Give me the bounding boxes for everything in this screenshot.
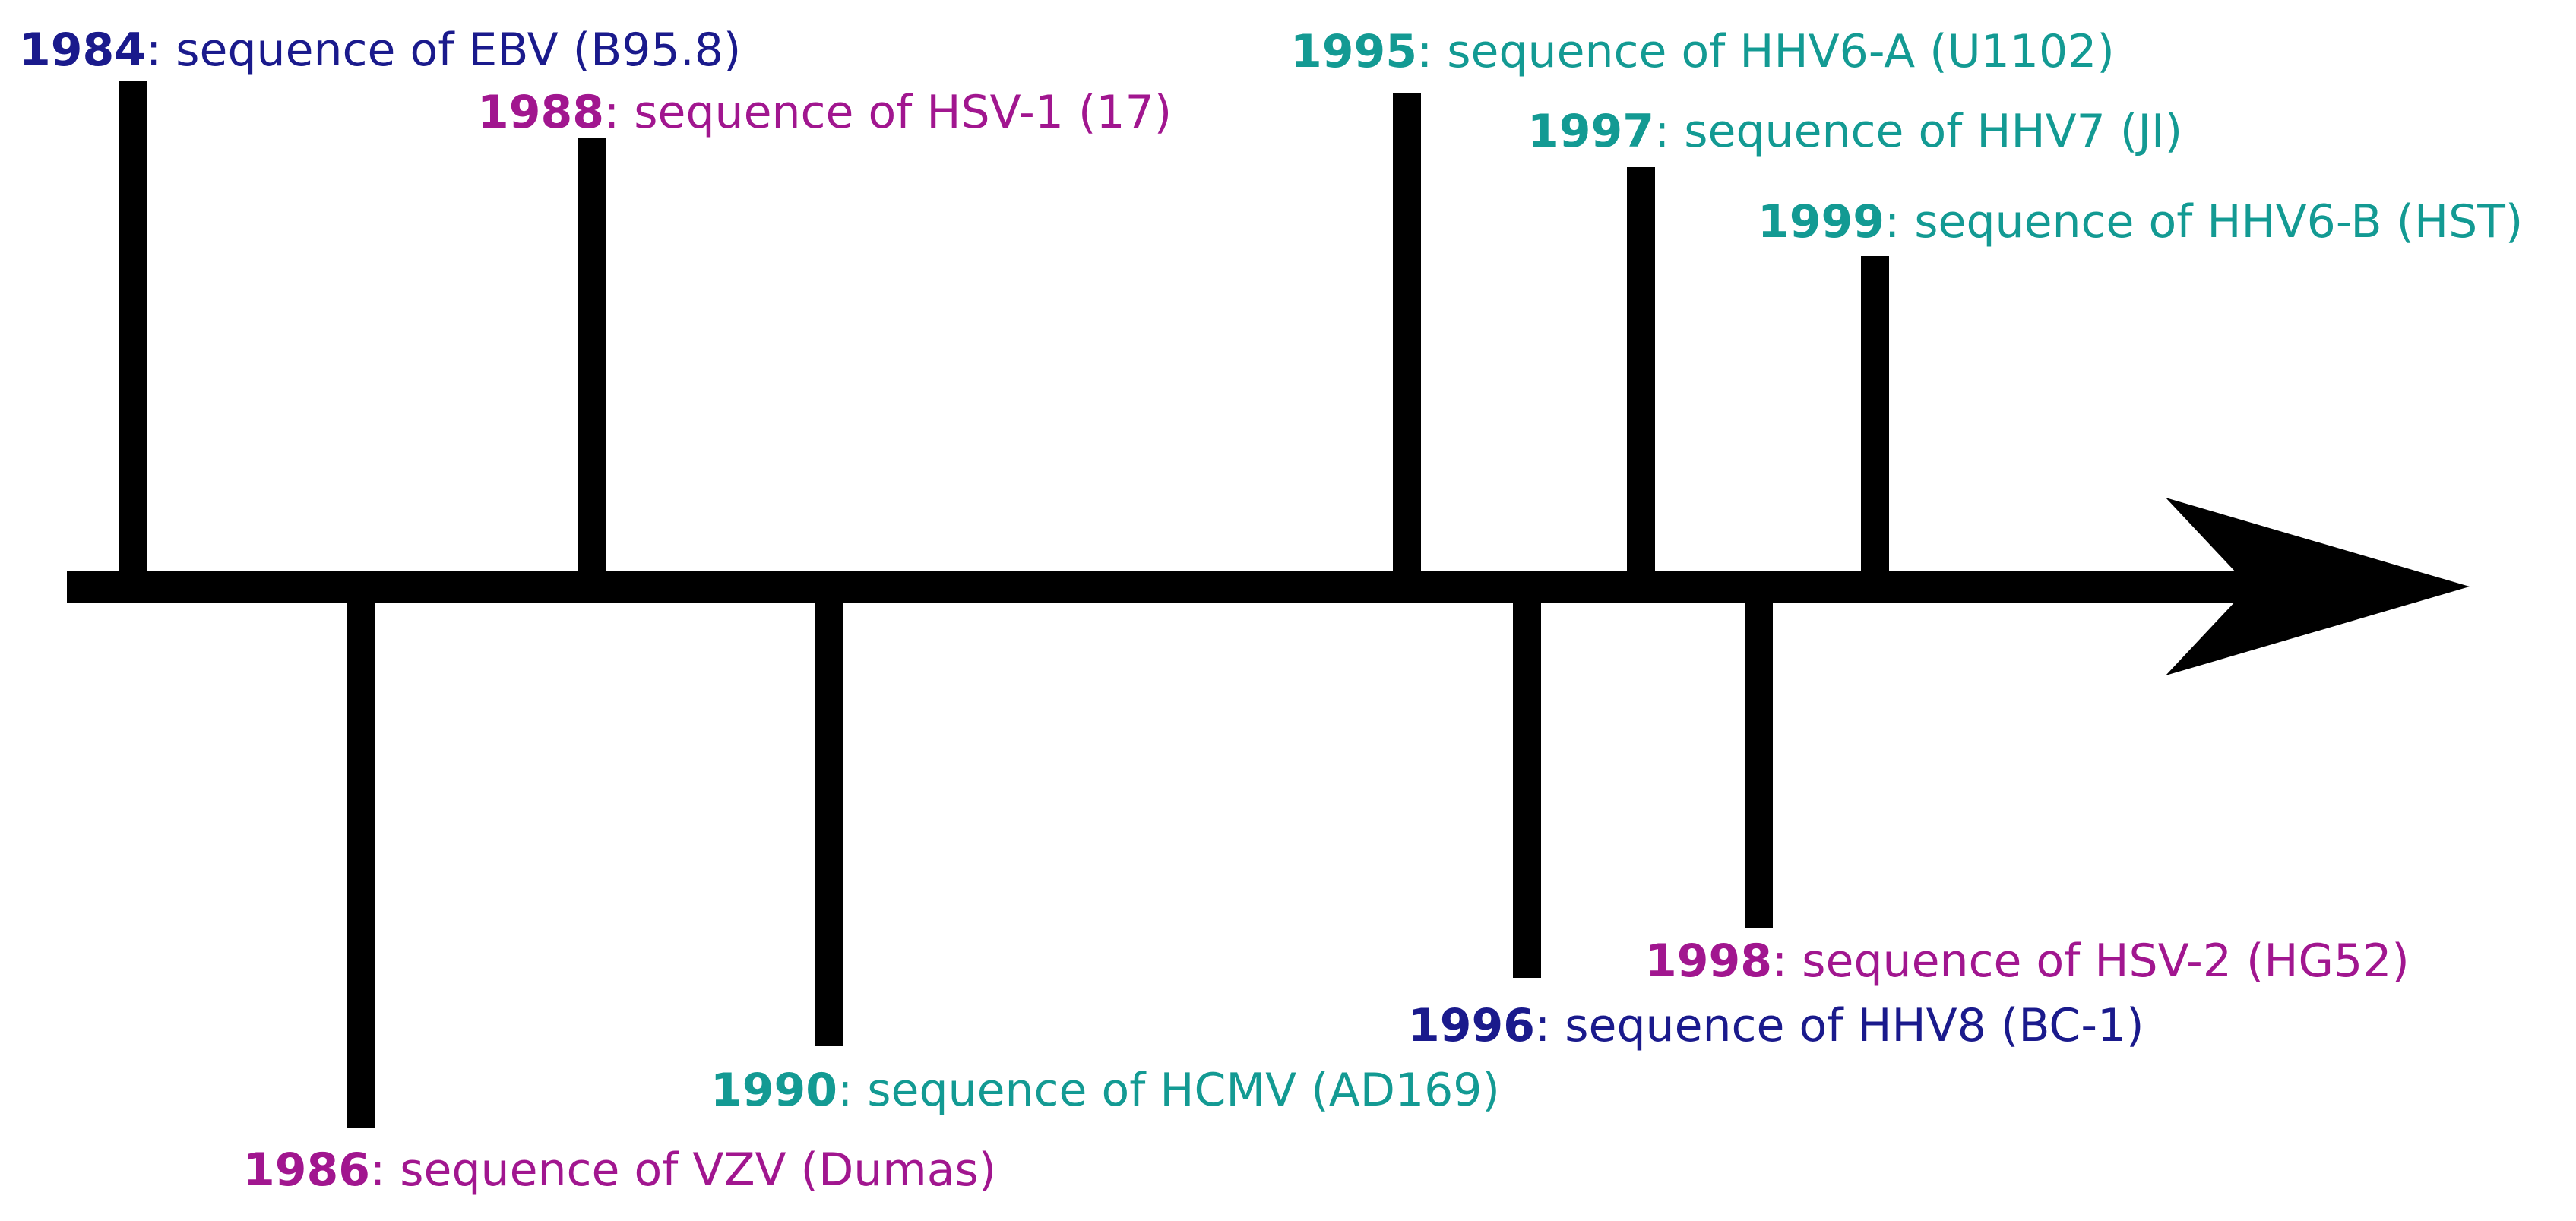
tick-1997 xyxy=(1627,167,1655,587)
event-label-1995: 1995: sequence of HHV6-A (U1102) xyxy=(1290,29,2115,74)
event-description: : sequence of HHV8 (BC-1) xyxy=(1535,999,2144,1052)
event-label-1999: 1999: sequence of HHV6-B (HST) xyxy=(1758,199,2523,245)
tick-1996 xyxy=(1513,587,1541,978)
event-year: 1999 xyxy=(1758,195,1885,248)
event-description: : sequence of VZV (Dumas) xyxy=(370,1144,997,1197)
event-description: : sequence of HCMV (AD169) xyxy=(837,1064,1500,1117)
event-label-1996: 1996: sequence of HHV8 (BC-1) xyxy=(1408,1003,2144,1049)
event-label-1986: 1986: sequence of VZV (Dumas) xyxy=(243,1147,996,1193)
event-description: : sequence of HSV-1 (17) xyxy=(604,86,1172,139)
tick-1990 xyxy=(815,587,843,1046)
event-label-1988: 1988: sequence of HSV-1 (17) xyxy=(477,90,1172,135)
event-year: 1997 xyxy=(1527,105,1654,158)
event-label-1997: 1997: sequence of HHV7 (JI) xyxy=(1527,109,2182,154)
event-year: 1984 xyxy=(19,24,146,77)
timeline-arrowhead xyxy=(2166,498,2470,675)
event-label-1998: 1998: sequence of HSV-2 (HG52) xyxy=(1645,938,2410,984)
event-year: 1995 xyxy=(1290,25,1417,78)
event-year: 1986 xyxy=(243,1144,370,1197)
tick-1986 xyxy=(347,587,375,1128)
event-year: 1998 xyxy=(1645,935,1772,988)
event-year: 1988 xyxy=(477,86,604,139)
event-label-1984: 1984: sequence of EBV (B95.8) xyxy=(19,27,741,73)
tick-1995 xyxy=(1393,93,1421,587)
event-description: : sequence of EBV (B95.8) xyxy=(146,24,742,77)
event-description: : sequence of HHV6-B (HST) xyxy=(1885,195,2524,248)
event-year: 1996 xyxy=(1408,999,1535,1052)
event-label-1990: 1990: sequence of HCMV (AD169) xyxy=(710,1068,1500,1113)
event-description: : sequence of HHV6-A (U1102) xyxy=(1417,25,2115,78)
timeline-axis-line xyxy=(67,571,2255,603)
event-description: : sequence of HHV7 (JI) xyxy=(1654,105,2183,158)
event-year: 1990 xyxy=(710,1064,837,1117)
tick-1988 xyxy=(578,138,606,587)
tick-1998 xyxy=(1745,587,1773,928)
tick-1984 xyxy=(119,81,147,587)
tick-1999 xyxy=(1861,256,1889,587)
event-description: : sequence of HSV-2 (HG52) xyxy=(1772,935,2410,988)
